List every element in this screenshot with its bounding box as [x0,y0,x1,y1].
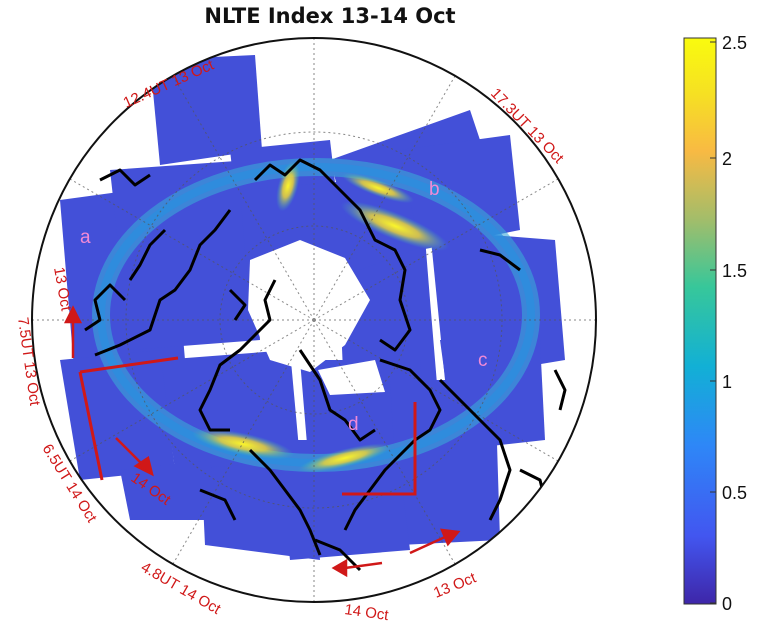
colorbar-tick-4: 2 [722,149,732,169]
region-label-c: c [478,350,488,371]
colorbar-tick-2: 1 [722,372,732,392]
colorbar: 0 0.5 1 1.5 2 2.5 [683,33,747,614]
colorbar-tick-1: 0.5 [722,483,747,503]
red-boundaries [78,356,417,496]
colorbar-tick-3: 1.5 [722,261,747,281]
map-title: NLTE Index 13-14 Oct [204,4,456,28]
globe-interior [32,38,596,602]
colorbar-tick-5: 2.5 [722,33,747,53]
coastlines [84,158,567,572]
colorbar-bar [683,37,717,605]
region-labels: a b c d [80,179,488,435]
globe-outline [31,37,597,603]
direction-arrows [63,305,461,578]
colorbar-tick-0: 0 [722,594,732,614]
region-label-b: b [429,179,440,200]
direction-label-3: 14 Oct [343,601,390,624]
region-label-d: d [348,414,359,435]
region-label-a: a [80,227,91,248]
graticule [32,38,596,602]
